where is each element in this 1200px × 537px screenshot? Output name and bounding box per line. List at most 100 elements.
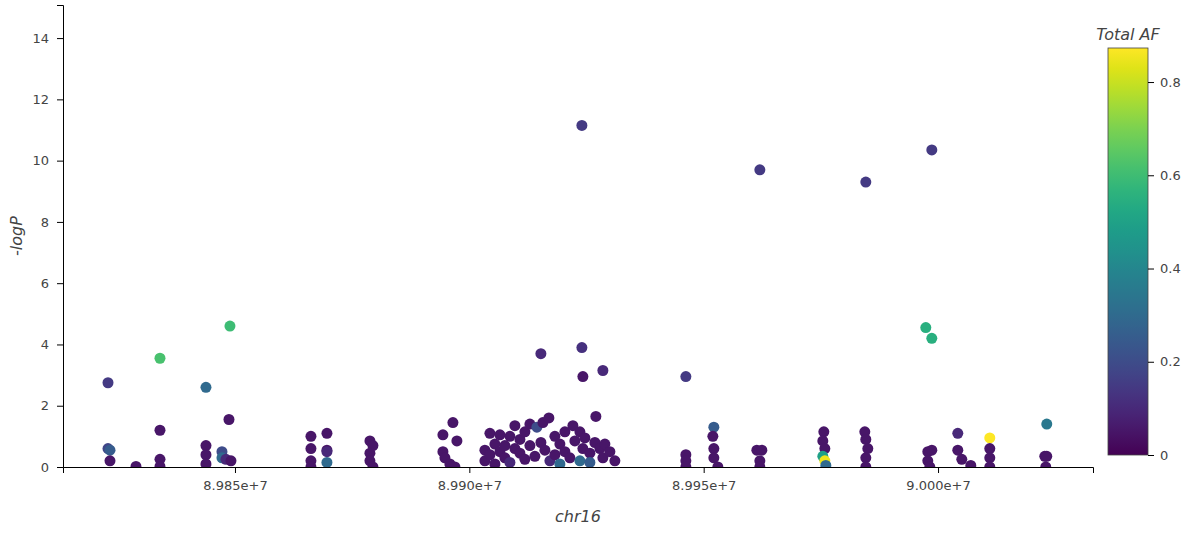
y-tick: 12 [32,92,63,107]
point [225,455,236,466]
point [524,440,535,451]
point [102,377,113,388]
chart: 8.985e+78.990e+78.995e+79.000e+702468101… [0,0,1200,537]
point [104,455,115,466]
y-tick-mark [57,99,63,100]
y-tick-mark [57,467,63,468]
point [535,348,546,359]
colorbar-tick: 0 [1148,448,1168,463]
point [504,431,515,442]
colorbar-tick-label: 0.4 [1160,261,1181,276]
point [579,432,590,443]
point [554,458,565,467]
point [509,420,520,431]
colorbar-title: Total AF [1096,25,1160,44]
point [154,425,165,436]
colorbar-tick: 0.4 [1148,261,1181,276]
point [862,443,873,454]
point [1041,419,1052,430]
point [926,333,937,344]
colorbar-tick-mark [1148,175,1154,176]
point [529,451,540,462]
point [321,428,332,439]
point [494,429,505,440]
point [130,461,141,467]
point [200,458,211,467]
point [707,431,718,442]
point [305,443,316,454]
point [321,457,332,467]
y-tick: 10 [32,153,63,168]
y-tick-label: 8 [41,215,49,230]
x-tick: 9.000e+7 [906,467,970,493]
point [449,462,460,468]
y-axis: 02468101214 [32,6,63,475]
point [574,455,585,466]
y-tick: 8 [41,215,63,230]
x-tick-label: 8.995e+7 [672,478,736,493]
x-tick: 8.985e+7 [203,467,267,493]
colorbar-axis: 00.20.40.60.8 [1148,49,1181,463]
point [484,428,495,439]
y-tick-label: 2 [41,398,49,413]
y-axis-title: -logP [7,216,26,256]
point [1040,462,1051,468]
x-tick-mark [469,467,470,473]
point [920,322,931,333]
point [956,454,967,465]
point [223,414,234,425]
point [564,452,575,463]
point [926,144,937,155]
point [952,428,963,439]
x-axis-title: chr16 [555,507,601,526]
y-tick-label: 6 [41,276,49,291]
point [305,462,316,468]
colorbar-tick-label: 0.6 [1160,168,1181,183]
point [576,342,587,353]
colorbar-tick-mark [1148,82,1154,83]
point [447,417,458,428]
point [519,454,530,465]
point [680,371,691,382]
point [367,462,378,468]
x-tick: 8.995e+7 [672,467,736,493]
y-tick-label: 0 [41,460,49,475]
point [321,446,332,457]
x-tick-label: 8.990e+7 [438,478,502,493]
x-tick-mark [704,467,705,473]
point [1041,451,1052,462]
y-tick-label: 12 [32,92,49,107]
points [102,120,1052,467]
x-tick: 8.990e+7 [438,467,502,493]
point [712,462,723,468]
point [504,457,515,467]
point [154,353,165,364]
point [305,431,316,442]
x-tick-mark [938,467,939,473]
point [756,445,767,456]
y-tick-mark [57,161,63,162]
y-tick-label: 14 [32,31,49,46]
colorbar-tick-label: 0.8 [1160,75,1181,90]
point [543,412,554,423]
point [820,460,831,467]
x-axis-line [64,468,1094,474]
x-tick-mark [235,467,236,473]
y-axis-line [57,6,64,468]
point [926,445,937,456]
x-tick-label: 9.000e+7 [906,478,970,493]
point [754,164,765,175]
point [860,462,871,468]
colorbar-tick-mark [1148,269,1154,270]
point [984,432,995,443]
point [860,434,871,445]
point [437,429,448,440]
colorbar [1108,48,1148,455]
point [860,177,871,188]
point [577,371,588,382]
y-tick: 14 [32,31,63,46]
colorbar-tick-label: 0 [1160,448,1168,463]
y-tick-mark [57,222,63,223]
point [104,445,115,456]
point [489,458,500,467]
